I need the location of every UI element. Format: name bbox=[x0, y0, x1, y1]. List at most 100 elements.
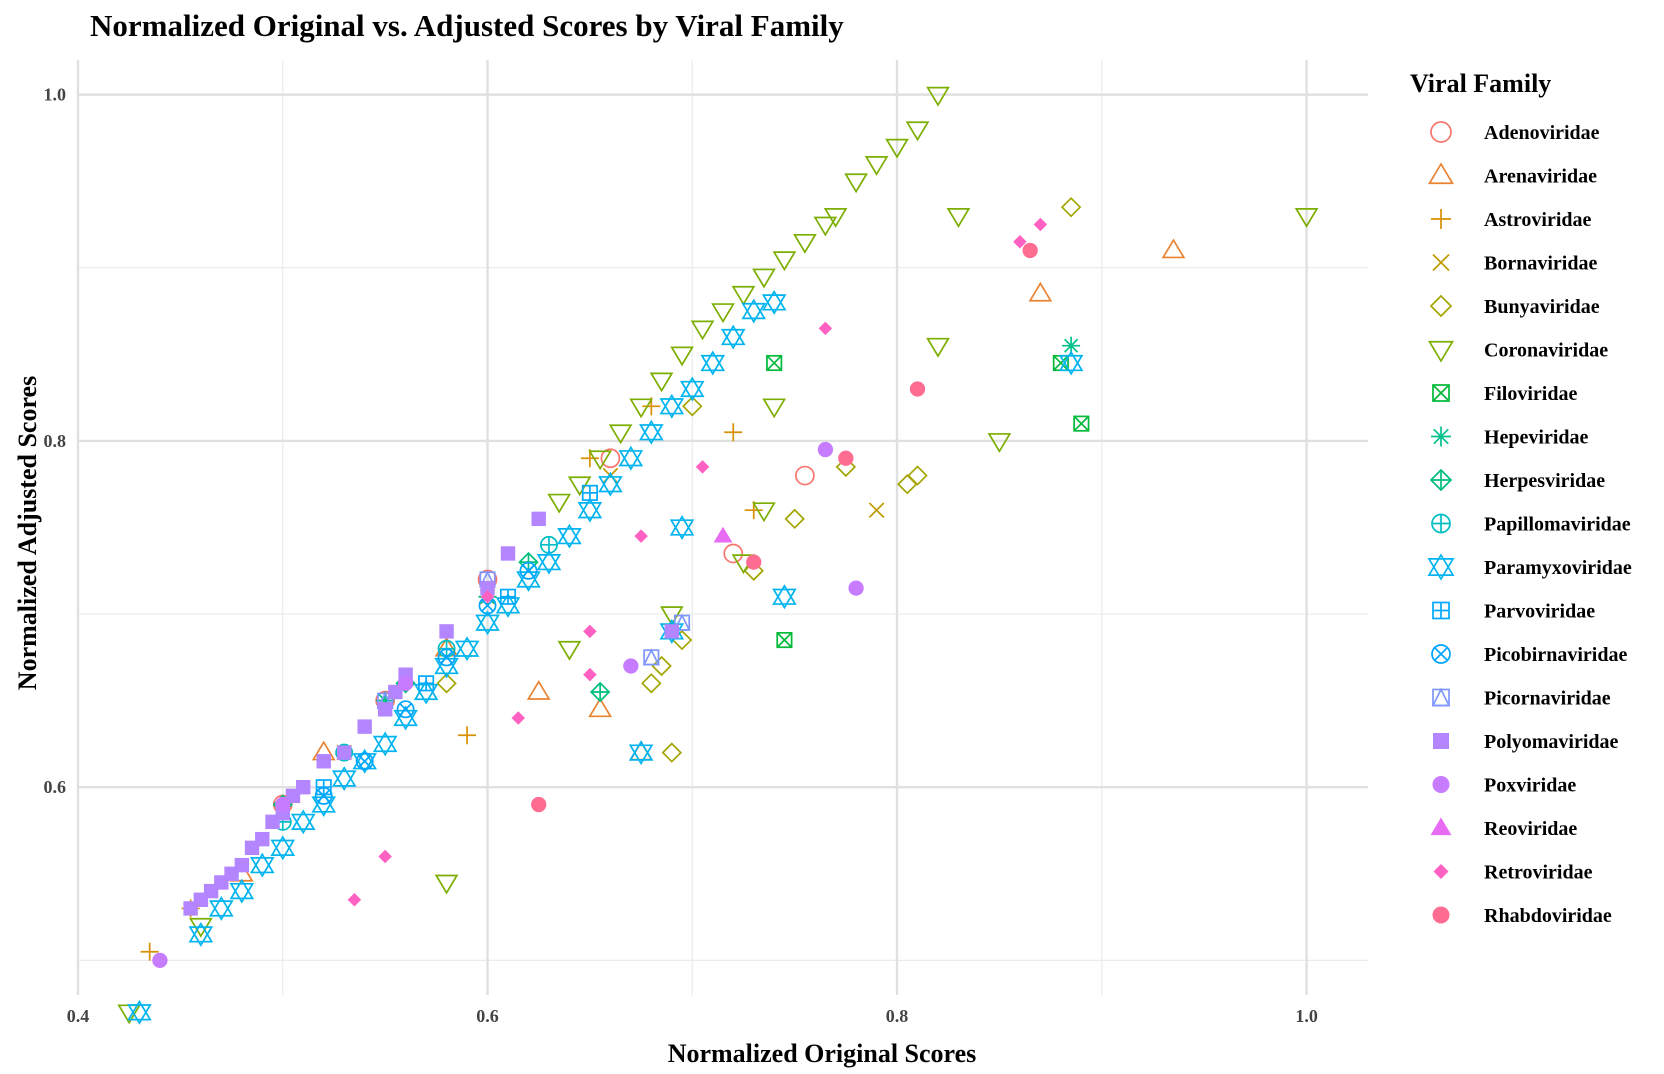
legend-key bbox=[1432, 253, 1450, 272]
x-tick-label: 0.4 bbox=[67, 1006, 90, 1026]
data-point bbox=[795, 465, 815, 486]
legend-item: Picobirnaviridae bbox=[1431, 644, 1627, 666]
data-point bbox=[659, 393, 685, 419]
chart-title: Normalized Original vs. Adjusted Scores … bbox=[90, 8, 844, 43]
data-point bbox=[1013, 235, 1027, 249]
legend-label: Bunyaviridae bbox=[1484, 296, 1600, 318]
legend-item: Coronaviridae bbox=[1428, 340, 1608, 363]
legend-label: Reoviridae bbox=[1484, 818, 1577, 840]
data-point bbox=[679, 376, 705, 402]
data-point bbox=[418, 675, 435, 692]
legend-item: Bornaviridae bbox=[1432, 253, 1597, 275]
series-polyomaviridae bbox=[183, 511, 680, 916]
legend-item: Rhabdoviridae bbox=[1432, 905, 1612, 927]
series-picobirnaviridae bbox=[314, 561, 538, 805]
data-point bbox=[1058, 350, 1084, 376]
legend-label: Parvoviridae bbox=[1484, 601, 1595, 623]
data-point bbox=[480, 580, 495, 596]
legend-label: Arenaviridae bbox=[1484, 166, 1597, 188]
data-point bbox=[844, 173, 868, 194]
data-point bbox=[589, 681, 611, 703]
data-point bbox=[1060, 196, 1082, 218]
data-point bbox=[618, 445, 644, 471]
data-point bbox=[152, 952, 168, 969]
data-point bbox=[396, 700, 415, 719]
data-point bbox=[547, 493, 572, 514]
y-tick-label: 1.0 bbox=[44, 85, 67, 105]
legend-item: Paramyxoviridae bbox=[1427, 553, 1632, 581]
data-point bbox=[347, 893, 362, 907]
series-reoviridae bbox=[713, 526, 733, 543]
grid-major bbox=[76, 60, 1368, 995]
y-axis-title: Normalized Adjusted Scores bbox=[13, 376, 42, 690]
data-point bbox=[713, 526, 733, 543]
data-point bbox=[583, 667, 597, 682]
legend-label: Picornaviridae bbox=[1484, 688, 1611, 710]
data-point bbox=[641, 673, 662, 694]
data-point bbox=[639, 419, 664, 445]
data-point bbox=[331, 766, 357, 792]
data-point bbox=[711, 303, 735, 324]
data-point bbox=[1033, 217, 1048, 232]
legend-label: Astroviridae bbox=[1484, 209, 1592, 231]
legend-key bbox=[1432, 906, 1450, 924]
data-point bbox=[531, 796, 547, 813]
data-point bbox=[458, 726, 477, 745]
data-point bbox=[557, 523, 582, 549]
legend-label: Bornaviridae bbox=[1484, 253, 1597, 275]
data-point bbox=[500, 546, 516, 561]
legend-label: Papillomaviridae bbox=[1484, 514, 1631, 536]
data-point bbox=[377, 702, 393, 717]
grid-minor bbox=[78, 60, 1368, 995]
data-point bbox=[270, 835, 296, 861]
data-point bbox=[397, 675, 414, 691]
data-point bbox=[608, 424, 633, 445]
data-point bbox=[649, 372, 674, 393]
data-point bbox=[673, 613, 691, 631]
data-point bbox=[651, 655, 672, 677]
legend-key bbox=[1430, 121, 1452, 143]
data-point bbox=[946, 207, 971, 228]
x-tick-label: 1.0 bbox=[1295, 1006, 1318, 1026]
data-point bbox=[864, 156, 889, 176]
legend-item: Poxviridae bbox=[1432, 775, 1576, 797]
legend-label: Poxviridae bbox=[1484, 775, 1576, 797]
data-point bbox=[628, 740, 654, 766]
data-point bbox=[511, 711, 525, 725]
legend-key bbox=[1432, 601, 1450, 620]
data-point bbox=[766, 354, 783, 372]
legend-item: Parvoviridae bbox=[1432, 601, 1595, 623]
legend-item: Filoviridae bbox=[1432, 383, 1577, 405]
data-point bbox=[817, 441, 834, 458]
data-point bbox=[743, 560, 764, 581]
data-point bbox=[188, 921, 214, 947]
legend-label: Filoviridae bbox=[1484, 383, 1577, 405]
series-filoviridae bbox=[766, 354, 1090, 649]
series-parvoviridae bbox=[315, 484, 598, 796]
x-axis-ticks: 0.4 0.6 0.8 1.0 bbox=[67, 1006, 1318, 1026]
legend-label: Picobirnaviridae bbox=[1484, 644, 1627, 666]
data-point bbox=[661, 742, 683, 763]
data-point bbox=[229, 878, 255, 904]
legend-item: Adenoviridae bbox=[1430, 121, 1600, 144]
data-point bbox=[695, 460, 710, 474]
data-point bbox=[926, 337, 950, 358]
legend-label: Polyomaviridae bbox=[1484, 731, 1619, 753]
data-point bbox=[314, 786, 333, 805]
data-point bbox=[682, 396, 703, 417]
data-point bbox=[577, 497, 603, 523]
x-axis-title: Normalized Original Scores bbox=[668, 1039, 977, 1068]
data-point bbox=[761, 289, 787, 315]
data-point bbox=[838, 450, 854, 466]
data-point bbox=[357, 719, 372, 734]
legend-key bbox=[1428, 340, 1454, 363]
data-point bbox=[519, 561, 538, 580]
data-point bbox=[623, 658, 639, 674]
data-point bbox=[581, 484, 598, 501]
data-point bbox=[583, 624, 597, 639]
data-point bbox=[127, 999, 152, 1025]
data-point bbox=[762, 398, 787, 419]
legend-key bbox=[1433, 733, 1449, 749]
data-point bbox=[436, 673, 457, 694]
